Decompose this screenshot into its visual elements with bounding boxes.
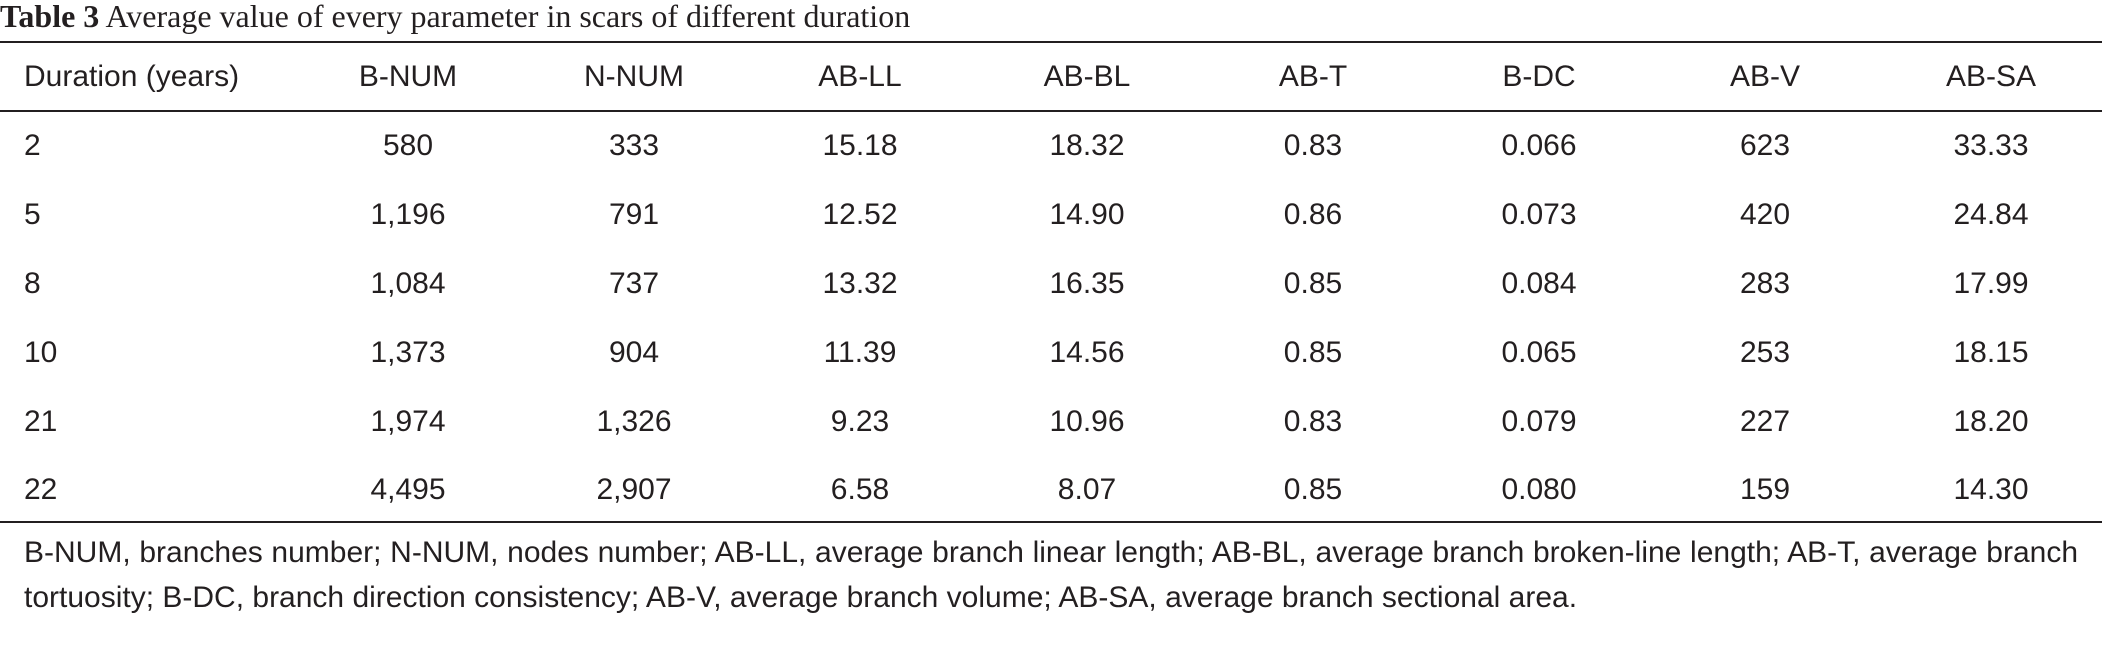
table-cell: 6.58 (830, 473, 890, 507)
column-header-b-num: B-NUM (358, 59, 458, 93)
table-cell: 791 (608, 198, 660, 232)
table-cell: 0.83 (1283, 129, 1343, 163)
data-table: Duration (years) B-NUM N-NUM AB-LL AB-BL… (0, 43, 2102, 525)
table-row: 21 1,974 1,326 9.23 10.96 0.83 0.079 227… (0, 387, 2102, 456)
table-cell: 1,373 (370, 335, 446, 369)
table-cell: 10 (24, 335, 58, 369)
table-row: 2 580 333 15.18 18.32 0.83 0.066 623 33.… (0, 110, 2102, 181)
table-cell: 11.39 (823, 335, 897, 369)
column-header-duration: Duration (years) (24, 59, 240, 93)
table-cell: 5 (24, 198, 41, 232)
table-cell: 14.56 (1049, 335, 1125, 369)
table-cell: 8.07 (1057, 473, 1117, 507)
table-cell: 21 (24, 404, 58, 438)
table-cell: 227 (1739, 404, 1791, 438)
table-cell: 1,084 (370, 266, 446, 300)
table-row: 10 1,373 904 11.39 14.56 0.85 0.065 253 … (0, 318, 2102, 387)
table-cell: 737 (608, 266, 660, 300)
table-cell: 0.066 (1501, 129, 1577, 163)
column-header-ab-sa: AB-SA (1945, 59, 2037, 93)
column-header-ab-v: AB-V (1729, 59, 1801, 93)
table-cell: 1,196 (370, 198, 446, 232)
table-header-row: Duration (years) B-NUM N-NUM AB-LL AB-BL… (0, 43, 2102, 110)
table-cell: 0.83 (1283, 404, 1343, 438)
table-cell: 580 (382, 129, 434, 163)
table-header-rule (0, 110, 2102, 112)
table-top-rule (0, 41, 2102, 43)
table-cell: 0.073 (1501, 198, 1577, 232)
column-header-ab-t: AB-T (1278, 59, 1348, 93)
table-cell: 24.84 (1953, 198, 2029, 232)
table-cell: 0.85 (1283, 473, 1343, 507)
table-cell: 0.065 (1501, 335, 1577, 369)
table-cell: 0.079 (1501, 404, 1577, 438)
table-caption-text: Average value of every parameter in scar… (105, 0, 911, 34)
table-caption-label: Table 3 (0, 0, 100, 34)
table-caption: Table 3 Average value of every parameter… (0, 0, 910, 36)
table-bottom-rule (0, 521, 2102, 523)
table-cell: 18.20 (1953, 404, 2029, 438)
table-cell: 333 (608, 129, 660, 163)
table-row: 8 1,084 737 13.32 16.35 0.85 0.084 283 1… (0, 250, 2102, 319)
table-cell: 0.85 (1283, 266, 1343, 300)
table-cell: 0.084 (1501, 266, 1577, 300)
table-cell: 12.52 (822, 198, 898, 232)
table-cell: 1,974 (370, 404, 446, 438)
table-cell: 8 (24, 266, 41, 300)
table-cell: 1,326 (596, 404, 672, 438)
table-cell: 13.32 (822, 266, 898, 300)
column-header-ab-ll: AB-LL (818, 59, 902, 93)
table-cell: 2 (24, 129, 41, 163)
table-cell: 14.30 (1953, 473, 2029, 507)
table-cell: 0.86 (1283, 198, 1343, 232)
table-cell: 4,495 (370, 473, 446, 507)
table-cell: 14.90 (1049, 198, 1125, 232)
table-cell: 17.99 (1953, 266, 2029, 300)
column-header-n-num: N-NUM (584, 59, 684, 93)
table-cell: 18.15 (1953, 335, 2029, 369)
table-cell: 904 (608, 335, 660, 369)
table-cell: 283 (1739, 266, 1791, 300)
table-cell: 2,907 (596, 473, 672, 507)
table-cell: 253 (1739, 335, 1791, 369)
table-cell: 16.35 (1049, 266, 1125, 300)
table-cell: 22 (24, 473, 58, 507)
table-cell: 420 (1739, 198, 1791, 232)
table-footnote: B-NUM, branches number; N-NUM, nodes num… (24, 536, 2078, 614)
table-row: 22 4,495 2,907 6.58 8.07 0.85 0.080 159 … (0, 456, 2102, 525)
table-cell: 159 (1739, 473, 1791, 507)
table-row: 5 1,196 791 12.52 14.90 0.86 0.073 420 2… (0, 181, 2102, 250)
table-cell: 0.85 (1283, 335, 1343, 369)
column-header-ab-bl: AB-BL (1043, 59, 1131, 93)
table-cell: 18.32 (1049, 129, 1125, 163)
table-cell: 623 (1739, 129, 1791, 163)
table-cell: 33.33 (1953, 129, 2029, 163)
table-cell: 15.18 (822, 129, 898, 163)
table-cell: 0.080 (1501, 473, 1577, 507)
column-header-b-dc: B-DC (1502, 59, 1576, 93)
table-cell: 9.23 (830, 404, 890, 438)
table-cell: 10.96 (1049, 404, 1125, 438)
